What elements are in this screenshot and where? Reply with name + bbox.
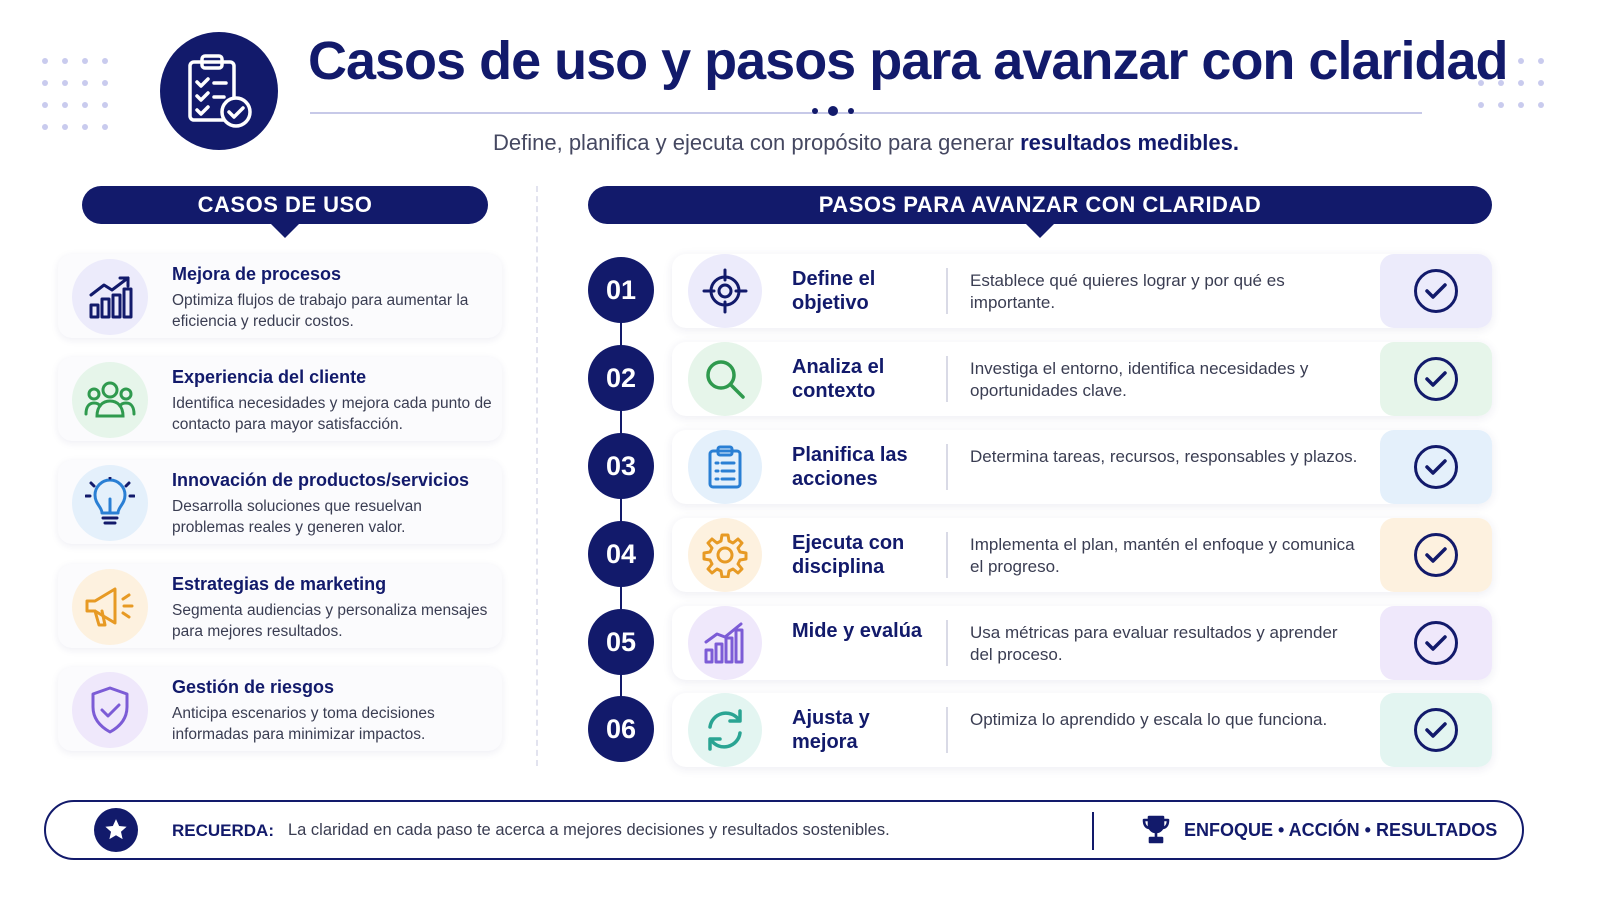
- step-separator: [946, 532, 948, 578]
- steps-heading: PASOS PARA AVANZAR CON CLARIDAD: [588, 186, 1492, 238]
- step-status: [1380, 254, 1492, 328]
- lightbulb-icon: [72, 465, 148, 541]
- step-description: Usa métricas para evaluar resultados y a…: [970, 623, 1338, 664]
- case-title: Experiencia del cliente: [172, 367, 367, 387]
- case-card-marketing: Estrategias de marketing Segmenta audien…: [58, 564, 502, 648]
- cases-heading: CASOS DE USO: [82, 186, 488, 238]
- step-number: 06: [588, 696, 654, 762]
- title-underline: [310, 112, 1422, 114]
- step-card-execute: Ejecuta con disciplina Implementa el pla…: [672, 518, 1492, 592]
- step-separator: [946, 268, 948, 314]
- magnifier-icon: [688, 342, 762, 416]
- case-title: Gestión de riesgos: [172, 677, 335, 697]
- subtitle-highlight: resultados medibles.: [1020, 130, 1239, 155]
- footer-motto: ENFOQUE • ACCIÓN • RESULTADOS: [1184, 820, 1498, 840]
- gear-icon: [688, 518, 762, 592]
- target-icon: [688, 254, 762, 328]
- decorative-dots-right: [1478, 58, 1544, 108]
- step-card-measure: Mide y evalúa Usa métricas para evaluar …: [672, 606, 1492, 680]
- remember-text: La claridad en cada paso te acerca a mej…: [288, 821, 890, 839]
- step-separator: [946, 356, 948, 402]
- footer-separator: [1092, 812, 1094, 850]
- step-title: Ajusta y mejora: [792, 707, 870, 753]
- case-card-customer-experience: Experiencia del cliente Identifica neces…: [58, 357, 502, 441]
- step-title: Define el objetivo: [792, 268, 876, 314]
- case-description: Desarrolla soluciones que resuelvan prob…: [172, 498, 422, 536]
- case-description: Optimiza flujos de trabajo para aumentar…: [172, 292, 469, 330]
- reminder-footer: RECUERDA: La claridad en cada paso te ac…: [44, 800, 1524, 860]
- step-card-analyze-context: Analiza el contexto Investiga el entorno…: [672, 342, 1492, 416]
- step-description: Establece qué quieres lograr y por qué e…: [970, 271, 1285, 312]
- subtitle-text: Define, planifica y ejecuta con propósit…: [493, 130, 1014, 155]
- check-circle-icon: [1414, 533, 1458, 577]
- page-subtitle: Define, planifica y ejecuta con propósit…: [310, 130, 1422, 156]
- shield-check-icon: [72, 672, 148, 748]
- step-card-plan-actions: Planifica las acciones Determina tareas,…: [672, 430, 1492, 504]
- refresh-icon: [688, 693, 762, 767]
- title-decoration: [812, 106, 854, 116]
- step-description: Investiga el entorno, identifica necesid…: [970, 359, 1309, 400]
- check-circle-icon: [1414, 269, 1458, 313]
- check-circle-icon: [1414, 445, 1458, 489]
- case-description: Identifica necesidades y mejora cada pun…: [172, 395, 492, 433]
- case-card-process-improvement: Mejora de procesos Optimiza flujos de tr…: [58, 254, 502, 338]
- step-title: Ejecuta con disciplina: [792, 532, 905, 578]
- step-status: [1380, 518, 1492, 592]
- check-circle-icon: [1414, 708, 1458, 752]
- step-number: 02: [588, 345, 654, 411]
- step-status: [1380, 606, 1492, 680]
- step-number: 04: [588, 521, 654, 587]
- case-card-innovation: Innovación de productos/servicios Desarr…: [58, 460, 502, 544]
- page-title: Casos de uso y pasos para avanzar con cl…: [308, 31, 1509, 91]
- case-description: Anticipa escenarios y toma decisiones in…: [172, 705, 435, 743]
- step-card-define-objective: Define el objetivo Establece qué quieres…: [672, 254, 1492, 328]
- step-title: Analiza el contexto: [792, 356, 885, 402]
- case-card-risk-management: Gestión de riesgos Anticipa escenarios y…: [58, 667, 502, 751]
- case-description: Segmenta audiencias y personaliza mensaj…: [172, 602, 488, 640]
- check-circle-icon: [1414, 357, 1458, 401]
- step-separator: [946, 707, 948, 753]
- clipboard-check-icon: [160, 32, 278, 150]
- decorative-dots-left: [42, 58, 108, 130]
- trophy-icon: [1140, 814, 1172, 851]
- bar-chart-up-icon: [72, 259, 148, 335]
- step-separator: [946, 620, 948, 666]
- step-status: [1380, 693, 1492, 767]
- step-description: Implementa el plan, mantén el enfoque y …: [970, 535, 1355, 576]
- step-title: Planifica las acciones: [792, 444, 908, 490]
- case-title: Innovación de productos/servicios: [172, 470, 470, 490]
- step-number: 03: [588, 433, 654, 499]
- step-number: 05: [588, 609, 654, 675]
- step-title: Mide y evalúa: [792, 620, 923, 642]
- step-description: Determina tareas, recursos, responsables…: [970, 447, 1358, 466]
- step-description: Optimiza lo aprendido y escala lo que fu…: [970, 710, 1328, 729]
- step-status: [1380, 430, 1492, 504]
- steps-timeline: [620, 290, 622, 730]
- section-divider: [536, 186, 538, 766]
- megaphone-icon: [72, 569, 148, 645]
- step-status: [1380, 342, 1492, 416]
- clipboard-list-icon: [688, 430, 762, 504]
- remember-label: RECUERDA:: [172, 821, 274, 840]
- step-separator: [946, 444, 948, 490]
- case-title: Estrategias de marketing: [172, 574, 387, 594]
- star-icon: [94, 808, 138, 852]
- step-number: 01: [588, 257, 654, 323]
- users-group-icon: [72, 362, 148, 438]
- check-circle-icon: [1414, 621, 1458, 665]
- step-card-adjust: Ajusta y mejora Optimiza lo aprendido y …: [672, 693, 1492, 767]
- bar-chart-icon: [688, 606, 762, 680]
- case-title: Mejora de procesos: [172, 264, 342, 284]
